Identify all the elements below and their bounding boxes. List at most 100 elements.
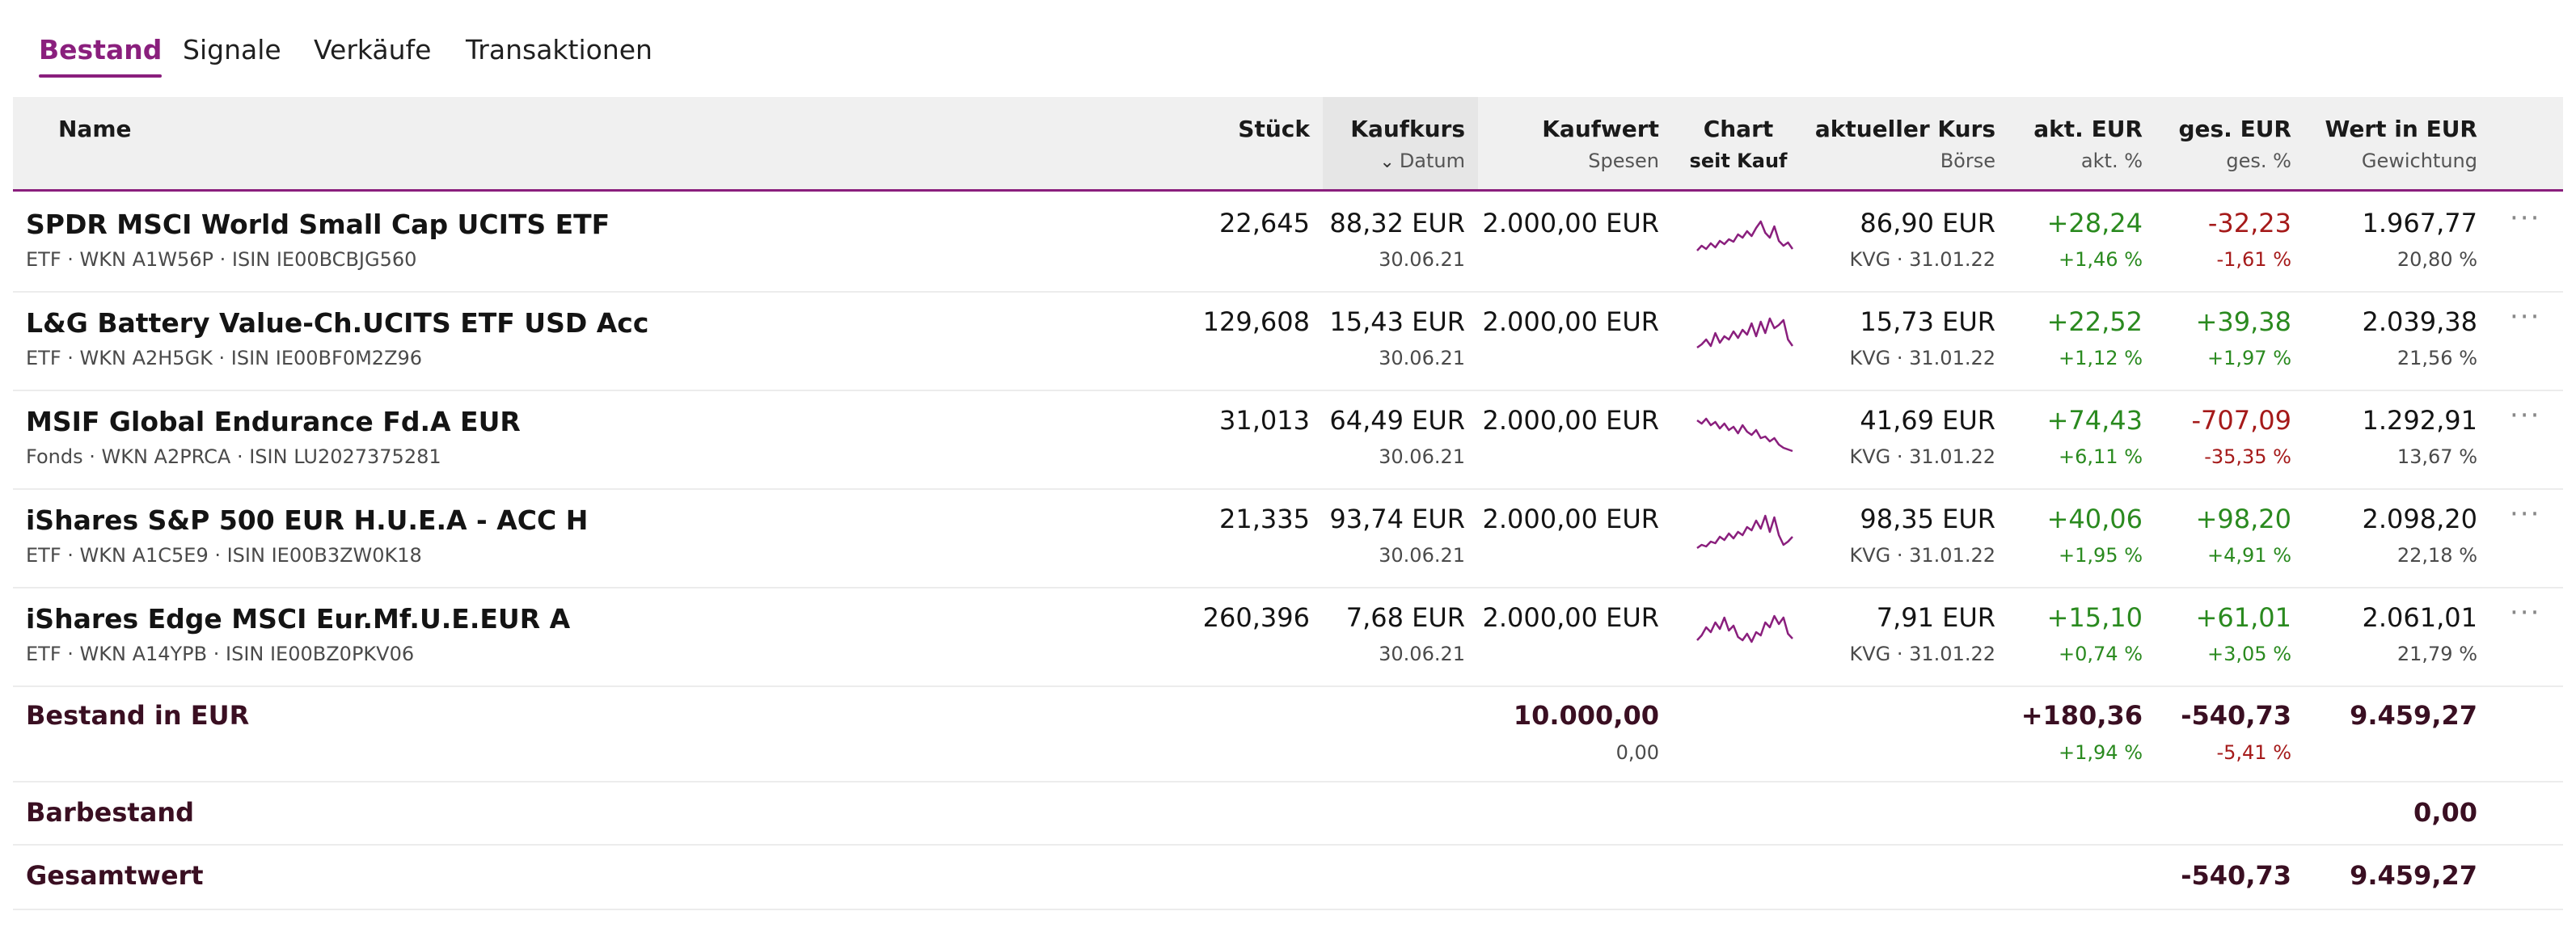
col-gewichtung-header[interactable]: Gewichtung <box>2361 150 2477 172</box>
boerse-value: KVG · 31.01.22 <box>1849 248 1995 271</box>
akt-pct-value: +1,12 % <box>2059 347 2143 369</box>
col-wert-header[interactable]: Wert in EUR <box>2325 116 2477 142</box>
kaufdatum-value: 30.06.21 <box>1379 445 1465 468</box>
summary-row-barbestand: Barbestand 0,00 <box>13 782 2563 846</box>
gewichtung-value: 21,79 % <box>2397 643 2477 665</box>
col-akt-eur-header[interactable]: akt. EUR <box>2033 116 2143 142</box>
akt-pct-value: +0,74 % <box>2059 643 2143 665</box>
chevron-down-icon: ⌄ <box>1379 152 1395 172</box>
tab-signale[interactable]: Signale <box>183 34 281 65</box>
kaufwert-value: 2.000,00 EUR <box>1482 306 1659 337</box>
boerse-value: KVG · 31.01.22 <box>1849 445 1995 468</box>
summary-akt-eur: +180,36 <box>2021 700 2143 731</box>
gesamtwert-wert: 9.459,27 <box>2350 860 2477 891</box>
kaufwert-value: 2.000,00 EUR <box>1482 405 1659 436</box>
ges-pct-value: -1,61 % <box>2216 248 2291 271</box>
aktueller-kurs-value: 86,90 EUR <box>1860 208 1995 238</box>
security-name[interactable]: iShares S&P 500 EUR H.U.E.A - ACC H <box>26 504 589 536</box>
ges-pct-value: -35,35 % <box>2204 445 2291 468</box>
ges-eur-value: -707,09 <box>2191 405 2291 436</box>
table-row[interactable]: SPDR MSCI World Small Cap UCITS ETF ETF … <box>13 192 2563 293</box>
boerse-value: KVG · 31.01.22 <box>1849 544 1995 567</box>
col-name-header[interactable]: Name <box>58 116 132 142</box>
sparkline-chart[interactable] <box>1693 205 1797 270</box>
wert-value: 2.039,38 <box>2362 306 2478 337</box>
table-row[interactable]: MSIF Global Endurance Fd.A EUR Fonds · W… <box>13 390 2563 490</box>
col-akt-pct-header[interactable]: akt. % <box>2080 150 2143 172</box>
table-header <box>13 97 2563 192</box>
gesamtwert-label: Gesamtwert <box>26 860 204 891</box>
kaufdatum-value: 30.06.21 <box>1379 544 1465 567</box>
stueck-value: 260,396 <box>1202 602 1310 633</box>
table-row[interactable]: iShares S&P 500 EUR H.U.E.A - ACC H ETF … <box>13 488 2563 588</box>
tab-bestand[interactable]: Bestand <box>39 32 163 78</box>
boerse-value: KVG · 31.01.22 <box>1849 347 1995 369</box>
akt-eur-value: +15,10 <box>2046 602 2143 633</box>
ges-eur-value: +98,20 <box>2195 504 2291 534</box>
security-meta: ETF · WKN A1C5E9 · ISIN IE00B3ZW0K18 <box>26 544 422 567</box>
boerse-value: KVG · 31.01.22 <box>1849 643 1995 665</box>
table-row[interactable]: L&G Battery Value-Ch.UCITS ETF USD Acc E… <box>13 291 2563 391</box>
kaufkurs-value: 88,32 EUR <box>1329 208 1465 238</box>
security-name[interactable]: MSIF Global Endurance Fd.A EUR <box>26 406 521 437</box>
more-dots-icon[interactable]: ··· <box>2510 498 2541 530</box>
kaufkurs-value: 15,43 EUR <box>1329 306 1465 337</box>
summary-ges-eur: -540,73 <box>2181 700 2291 731</box>
wert-value: 1.292,91 <box>2362 405 2478 436</box>
sparkline-chart[interactable] <box>1693 403 1797 467</box>
security-name[interactable]: SPDR MSCI World Small Cap UCITS ETF <box>26 209 610 240</box>
col-stueck-header[interactable]: Stück <box>1238 116 1310 142</box>
summary-akt-pct: +1,94 % <box>2059 741 2143 764</box>
aktueller-kurs-value: 98,35 EUR <box>1860 504 1995 534</box>
sparkline-chart[interactable] <box>1693 304 1797 369</box>
col-ges-pct-header[interactable]: ges. % <box>2226 150 2291 172</box>
table-row[interactable]: iShares Edge MSCI Eur.Mf.U.E.EUR A ETF ·… <box>13 587 2563 687</box>
kaufwert-value: 2.000,00 EUR <box>1482 602 1659 633</box>
wert-value: 2.098,20 <box>2362 504 2478 534</box>
tab-transaktionen[interactable]: Transaktionen <box>466 34 652 65</box>
col-datum-header[interactable]: ⌄ Datum <box>1379 150 1465 172</box>
akt-pct-value: +1,46 % <box>2059 248 2143 271</box>
barbestand-wert: 0,00 <box>2413 797 2477 828</box>
col-kaufwert-header[interactable]: Kaufwert <box>1542 116 1659 142</box>
stueck-value: 31,013 <box>1219 405 1310 436</box>
more-dots-icon[interactable]: ··· <box>2510 202 2541 234</box>
col-kaufkurs-header[interactable]: Kaufkurs <box>1350 116 1465 142</box>
sparkline-chart[interactable] <box>1693 501 1797 566</box>
ges-eur-value: +39,38 <box>2195 306 2291 337</box>
col-ges-eur-header[interactable]: ges. EUR <box>2178 116 2291 142</box>
wert-value: 2.061,01 <box>2362 602 2478 633</box>
more-dots-icon[interactable]: ··· <box>2510 399 2541 432</box>
security-name[interactable]: iShares Edge MSCI Eur.Mf.U.E.EUR A <box>26 603 571 635</box>
kaufkurs-value: 93,74 EUR <box>1329 504 1465 534</box>
col-kurs-header[interactable]: aktueller Kurs <box>1814 116 1995 142</box>
stueck-value: 21,335 <box>1219 504 1310 534</box>
col-spesen-header[interactable]: Spesen <box>1588 150 1659 172</box>
akt-eur-value: +28,24 <box>2046 208 2143 238</box>
aktueller-kurs-value: 7,91 EUR <box>1876 602 1995 633</box>
tab-verkaeufe[interactable]: Verkäufe <box>314 34 432 65</box>
more-dots-icon[interactable]: ··· <box>2510 597 2541 629</box>
security-meta: Fonds · WKN A2PRCA · ISIN LU2027375281 <box>26 445 441 468</box>
akt-pct-value: +1,95 % <box>2059 544 2143 567</box>
kaufwert-value: 2.000,00 EUR <box>1482 504 1659 534</box>
security-meta: ETF · WKN A14YPB · ISIN IE00BZ0PKV06 <box>26 643 415 665</box>
summary-row-gesamtwert: Gesamtwert -540,73 9.459,27 <box>13 846 2563 910</box>
sparkline-chart[interactable] <box>1693 600 1797 664</box>
barbestand-label: Barbestand <box>26 797 194 828</box>
ges-pct-value: +1,97 % <box>2207 347 2291 369</box>
summary-kaufwert: 10.000,00 <box>1513 700 1659 731</box>
security-meta: ETF · WKN A2H5GK · ISIN IE00BF0M2Z96 <box>26 347 423 369</box>
col-boerse-header[interactable]: Börse <box>1940 150 1995 172</box>
security-name[interactable]: L&G Battery Value-Ch.UCITS ETF USD Acc <box>26 307 649 339</box>
gesamtwert-ges-eur: -540,73 <box>2181 860 2291 891</box>
ges-eur-value: -32,23 <box>2207 208 2291 238</box>
akt-eur-value: +22,52 <box>2046 306 2143 337</box>
summary-row-bestand: Bestand in EUR 10.000,00 0,00 +180,36 +1… <box>13 684 2563 782</box>
more-dots-icon[interactable]: ··· <box>2510 301 2541 333</box>
col-chart-sub-header: seit Kauf <box>1689 150 1788 172</box>
summary-wert: 9.459,27 <box>2350 700 2477 731</box>
kaufwert-value: 2.000,00 EUR <box>1482 208 1659 238</box>
kaufkurs-value: 7,68 EUR <box>1345 602 1465 633</box>
kaufdatum-value: 30.06.21 <box>1379 643 1465 665</box>
